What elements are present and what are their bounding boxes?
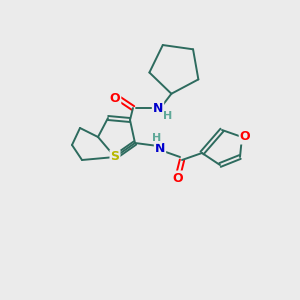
Text: S: S (110, 151, 119, 164)
Text: N: N (155, 142, 165, 154)
Text: H: H (164, 111, 172, 121)
Text: O: O (110, 92, 120, 104)
Text: N: N (153, 101, 163, 115)
Text: O: O (173, 172, 183, 184)
Text: O: O (240, 130, 250, 143)
Text: H: H (152, 133, 162, 143)
